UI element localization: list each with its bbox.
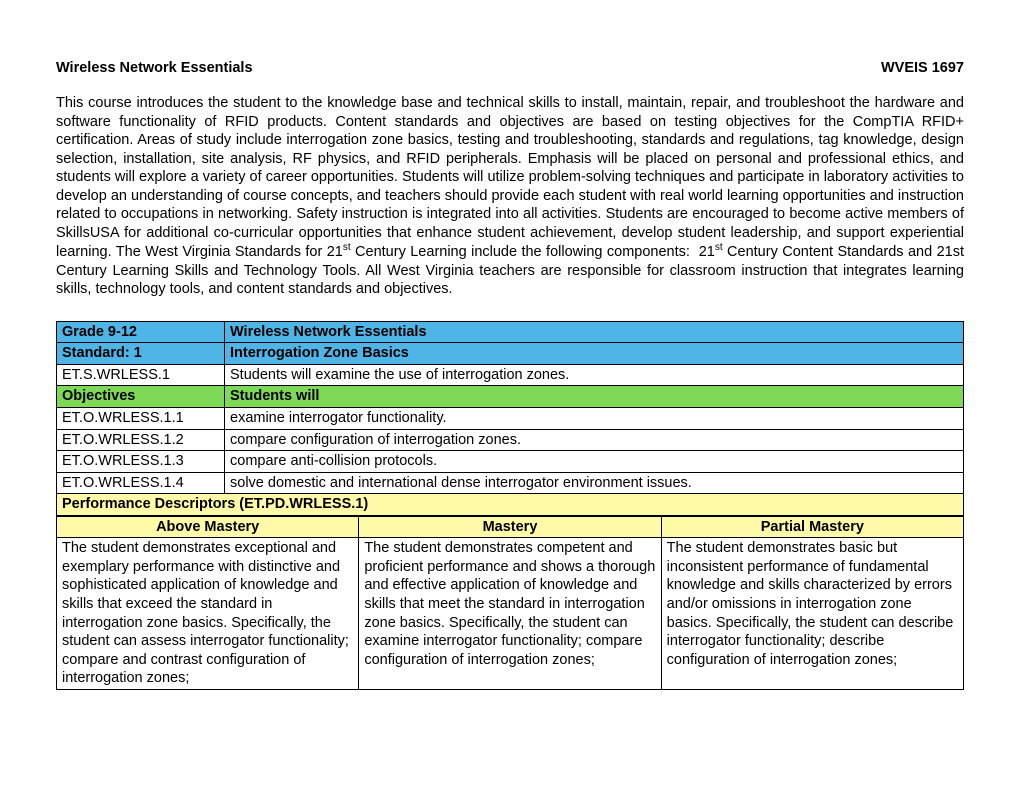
standard-code: ET.S.WRLESS.1 [57,364,225,386]
partial-mastery-label: Partial Mastery [661,516,963,538]
objectives-label: Objectives [57,386,225,408]
objective-code: ET.O.WRLESS.1.1 [57,408,225,430]
standard-value: Interrogation Zone Basics [225,343,964,365]
above-mastery-label: Above Mastery [57,516,359,538]
objective-row: ET.O.WRLESS.1.3 compare anti-collision p… [57,451,964,473]
grade-value: Wireless Network Essentials [225,321,964,343]
objective-text: solve domestic and international dense i… [225,472,964,494]
pd-header-row: Performance Descriptors (ET.PD.WRLESS.1) [57,494,964,516]
objective-row: ET.O.WRLESS.1.1 examine interrogator fun… [57,408,964,430]
mastery-content-row: The student demonstrates exceptional and… [57,538,964,689]
grade-label: Grade 9-12 [57,321,225,343]
partial-mastery-text: The student demonstrates basic but incon… [661,538,963,689]
course-title: Wireless Network Essentials [56,60,253,76]
mastery-text: The student demonstrates competent and p… [359,538,661,689]
standard-label: Standard: 1 [57,343,225,365]
objective-row: ET.O.WRLESS.1.4 solve domestic and inter… [57,472,964,494]
header: Wireless Network Essentials WVEIS 1697 [56,60,964,76]
standard-code-row: ET.S.WRLESS.1 Students will examine the … [57,364,964,386]
objective-code: ET.O.WRLESS.1.2 [57,429,225,451]
objective-text: examine interrogator functionality. [225,408,964,430]
mastery-header-row: Above Mastery Mastery Partial Mastery [57,516,964,538]
pd-header: Performance Descriptors (ET.PD.WRLESS.1) [57,494,964,516]
standard-desc: Students will examine the use of interro… [225,364,964,386]
mastery-label: Mastery [359,516,661,538]
objective-code: ET.O.WRLESS.1.3 [57,451,225,473]
grade-row: Grade 9-12 Wireless Network Essentials [57,321,964,343]
objective-row: ET.O.WRLESS.1.2 compare configuration of… [57,429,964,451]
course-code: WVEIS 1697 [881,60,964,76]
objective-code: ET.O.WRLESS.1.4 [57,472,225,494]
mastery-table: Above Mastery Mastery Partial Mastery Th… [56,516,964,690]
objective-text: compare anti-collision protocols. [225,451,964,473]
above-mastery-text: The student demonstrates exceptional and… [57,538,359,689]
objective-text: compare configuration of interrogation z… [225,429,964,451]
objectives-header-row: Objectives Students will [57,386,964,408]
standards-table: Grade 9-12 Wireless Network Essentials S… [56,321,964,516]
intro-paragraph: This course introduces the student to th… [56,94,964,299]
objectives-value: Students will [225,386,964,408]
standard-row: Standard: 1 Interrogation Zone Basics [57,343,964,365]
